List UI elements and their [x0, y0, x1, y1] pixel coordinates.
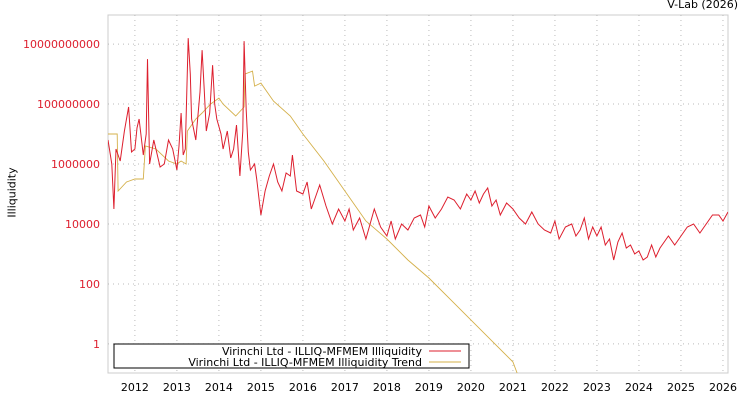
x-tick-label: 2014	[205, 381, 233, 394]
x-tick-label: 2022	[541, 381, 569, 394]
illiquidity-line	[108, 38, 728, 261]
illiquidity-trend-line	[108, 70, 518, 373]
y-tick-label: 100000000	[37, 98, 100, 111]
legend-box	[113, 343, 470, 369]
legend-label: Virinchi Ltd - ILLIQ-MFMEM Illiquidity	[222, 345, 423, 358]
x-tick-label: 2021	[499, 381, 527, 394]
x-tick-label: 2020	[457, 381, 485, 394]
plot-area	[107, 14, 729, 374]
x-tick-label: 2016	[289, 381, 317, 394]
x-tick-label: 2012	[121, 381, 149, 394]
credit-label: V-Lab (2026)	[667, 0, 738, 11]
x-tick-label: 2017	[331, 381, 359, 394]
y-tick-label: 100	[79, 278, 100, 291]
legend-label: Virinchi Ltd - ILLIQ-MFMEM Illiquidity T…	[188, 356, 422, 369]
y-tick-label: 10000	[65, 218, 100, 231]
x-tick-label: 2023	[583, 381, 611, 394]
x-tick-label: 2019	[415, 381, 443, 394]
y-tick-label: 1000000	[51, 158, 100, 171]
x-tick-label: 2026	[709, 381, 737, 394]
x-tick-label: 2024	[625, 381, 653, 394]
y-tick-label: 10000000000	[23, 38, 100, 51]
x-tick-label: 2013	[163, 381, 191, 394]
x-tick-label: 2018	[373, 381, 401, 394]
x-tick-label: 2015	[247, 381, 275, 394]
y-tick-label: 1	[93, 338, 100, 351]
x-tick-label: 2025	[667, 381, 695, 394]
